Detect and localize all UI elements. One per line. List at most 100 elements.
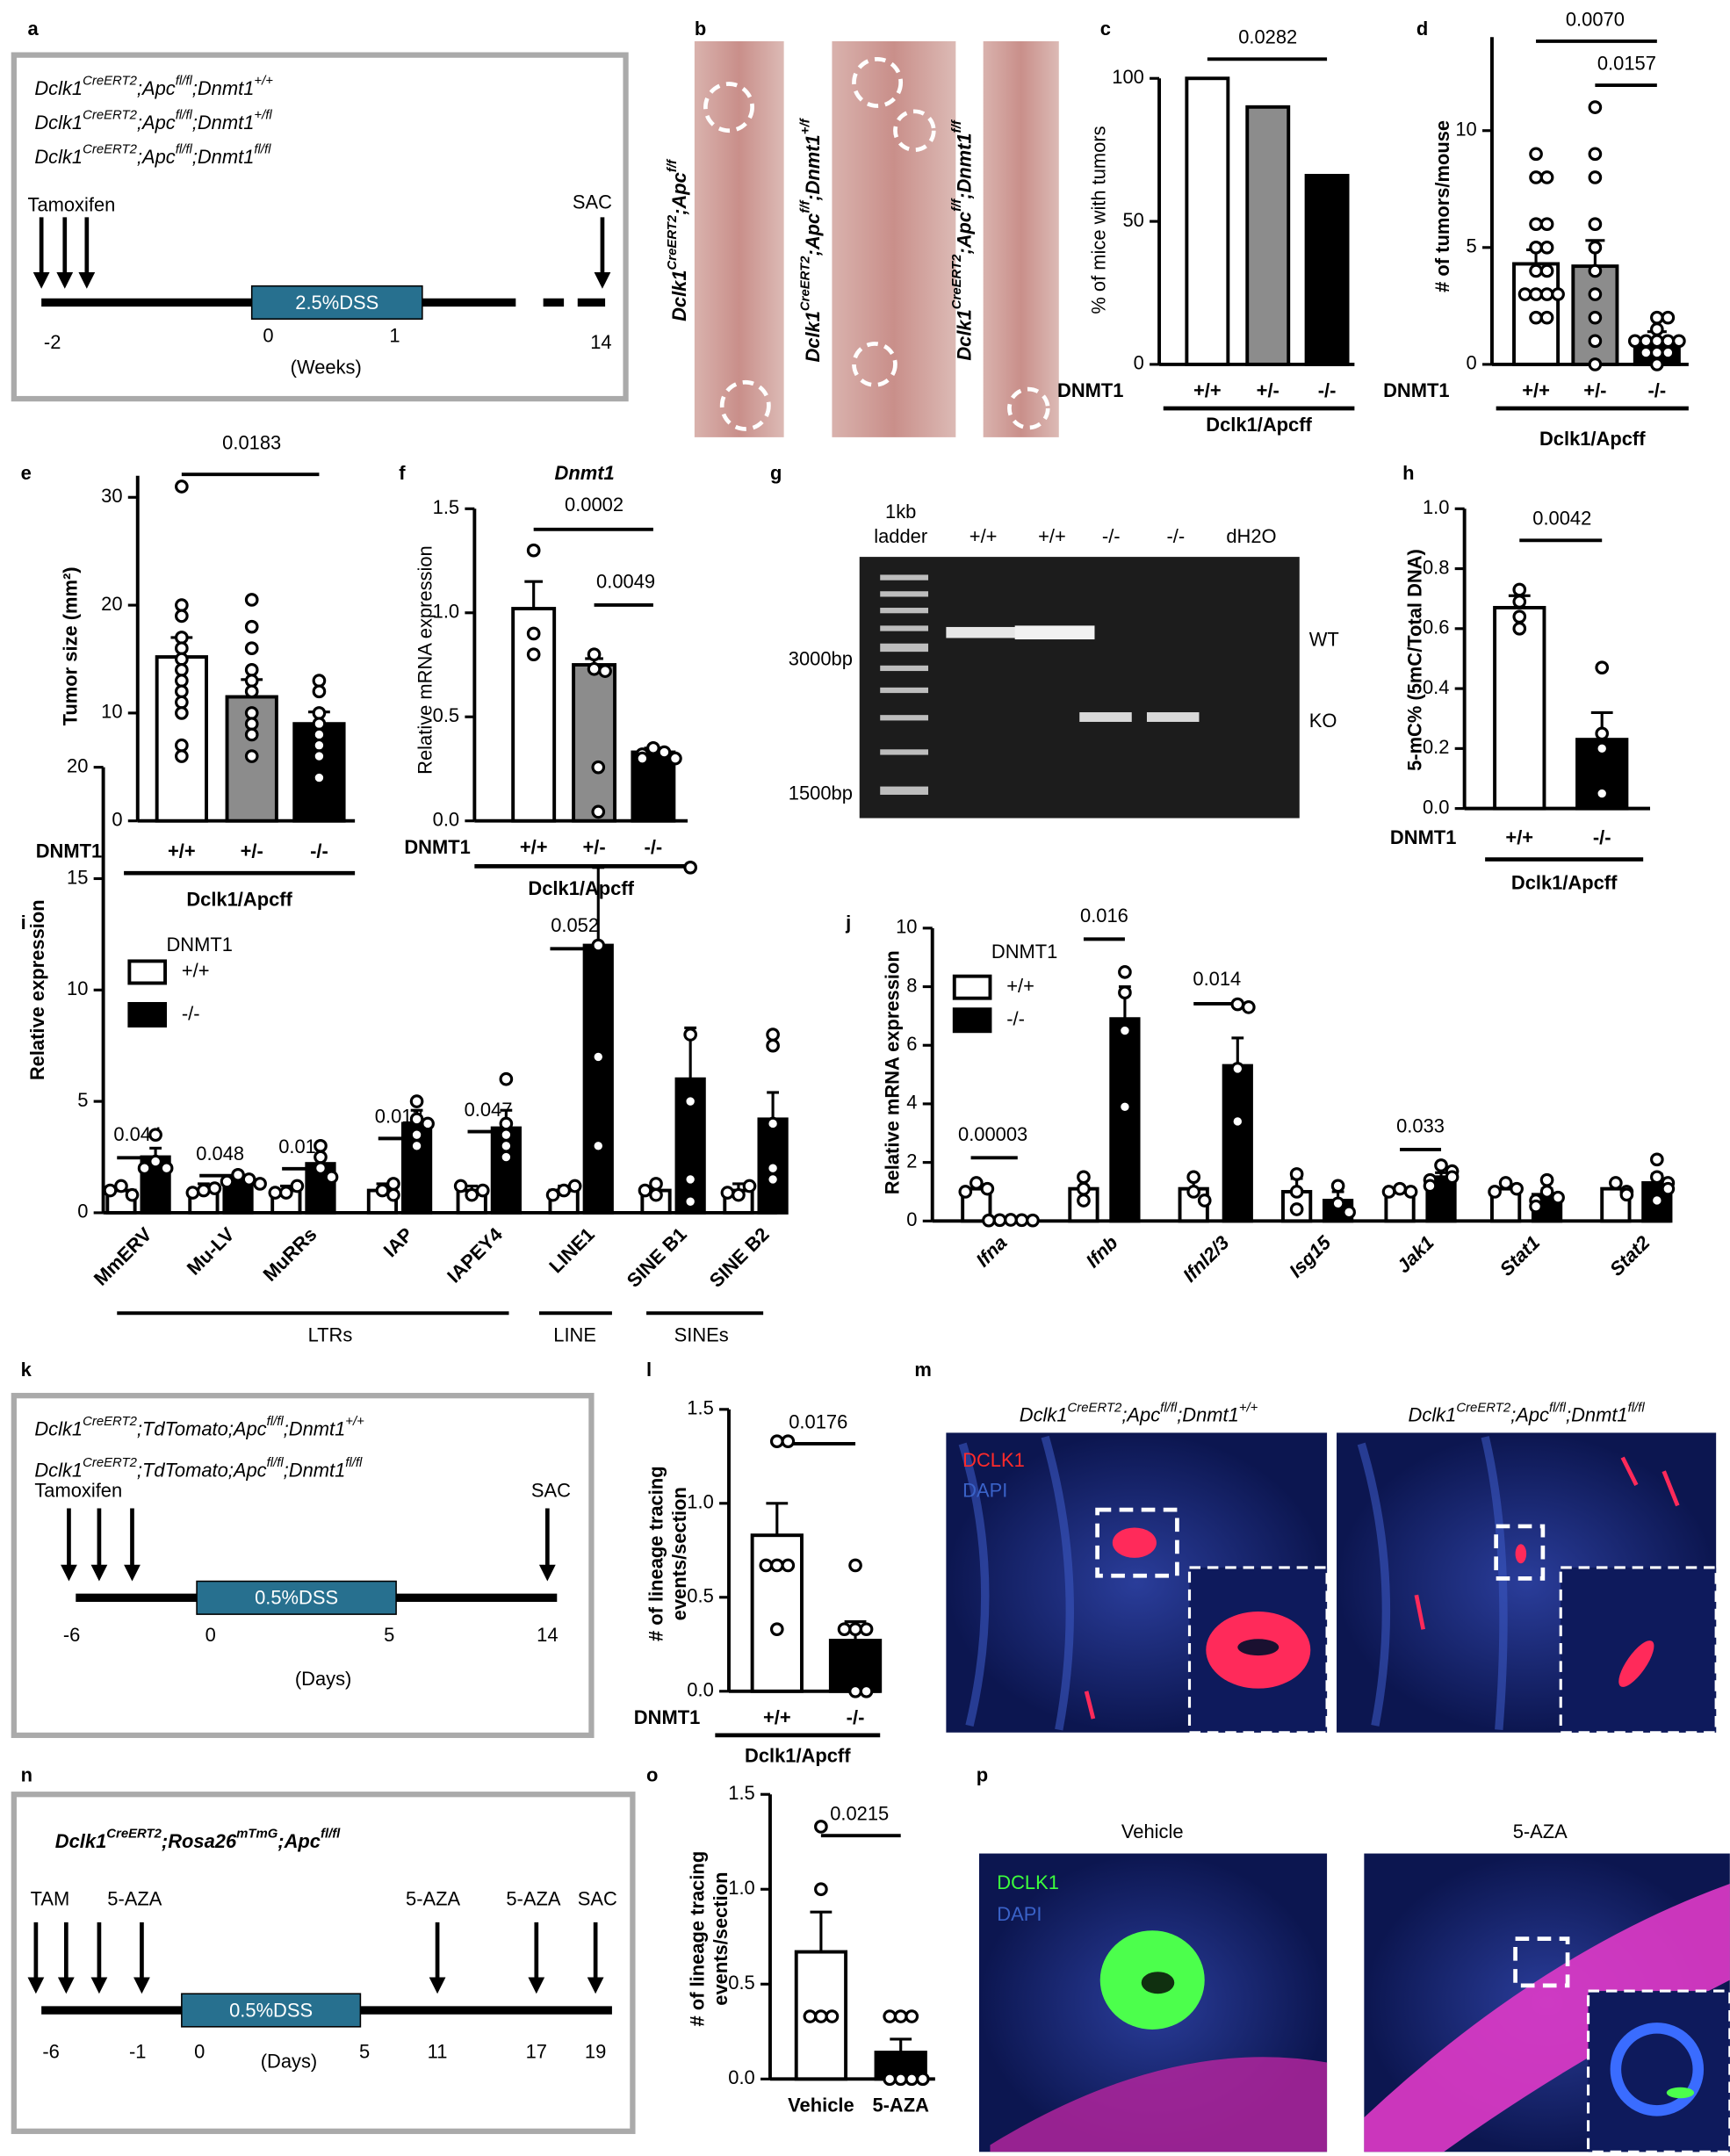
data-point [175,695,189,710]
row-label: DNMT1 [1390,826,1456,848]
data-point [175,598,189,612]
data-point [1551,1190,1565,1205]
superscript: CreERT2 [83,1415,138,1429]
data-point [175,749,189,763]
data-point [1529,1199,1543,1214]
data-point [759,1558,774,1573]
data-point [125,1187,140,1202]
data-point [1512,582,1527,597]
bar [582,943,614,1215]
data-point [859,1622,874,1637]
data-point [1510,1181,1524,1196]
data-point [314,1139,328,1153]
p-value: 0.0042 [1532,508,1591,530]
data-point [1186,1185,1201,1199]
data-point [314,1150,328,1165]
rich-text: Dclk1CreERT2;Apcf/f;Dnmt1f/f [950,119,975,360]
text-part: ;Dnmt1 [284,1459,346,1481]
text-part: ;Dnmt1 [192,112,255,133]
arrow-head [429,1977,446,1994]
text-part: Dclk1 [34,1459,83,1481]
data-point [1672,334,1686,349]
data-point [312,706,327,720]
data-point [244,593,259,607]
data-point [1595,741,1610,756]
bar [511,607,557,823]
arrow-label: 5-AZA [107,1888,162,1910]
data-point [638,1183,652,1198]
data-point [982,1213,996,1228]
superscript: fl/fl [345,1456,363,1470]
data-point [1529,147,1543,162]
superscript: CreERT2 [83,108,138,122]
tumor-circle [1007,386,1050,430]
channel-label: DAPI [962,1480,1007,1502]
schematic-box [11,1792,636,2134]
y-axis-label: Tumor size (mm²) [59,566,81,725]
data-point [720,1186,735,1200]
data-point [312,674,327,688]
data-point [185,1186,200,1200]
data-point [1230,997,1245,1012]
y-tick-label: 8 [906,974,917,996]
data-point [1241,1000,1256,1014]
data-point [1330,1196,1345,1211]
data-point [1639,345,1654,360]
data-point [1118,985,1132,1000]
text-part: Dclk1 [668,270,690,321]
data-point [1595,726,1610,741]
data-point [137,1161,152,1176]
data-point [499,1071,514,1086]
data-point [324,1170,339,1185]
treatment-box [250,285,423,321]
superscript: f/f [950,198,964,212]
data-point [1539,170,1554,184]
data-point [499,1150,514,1165]
data-point [1230,1114,1245,1128]
data-point [499,1128,514,1142]
y-tick-label: 0 [1134,352,1144,374]
data-point [1661,345,1676,360]
data-point [175,706,189,720]
data-point [526,543,541,558]
data-point [958,1185,973,1199]
y-tick-label: 2 [906,1150,917,1172]
lane-label: +/+ [970,525,998,547]
tumor-circle [852,342,897,387]
x-tick-label: +/+ [520,836,548,858]
gel-image [859,557,1300,818]
data-point [1529,217,1543,232]
y-tick-label: 20 [101,593,122,615]
data-point [649,1187,663,1202]
data-point [657,745,672,760]
data-point [386,1177,400,1191]
tumor-circle [852,56,904,108]
x-tick-label: +/- [1257,379,1279,401]
arrow-label: TAM [31,1888,70,1910]
bar [1185,76,1230,366]
timepoint: 5 [384,1624,394,1646]
p-value: 0.0176 [789,1410,847,1432]
data-point [837,1622,852,1637]
text-part: ;Apc [953,212,975,255]
data-point [312,684,327,699]
superscript: +/fl [254,108,272,122]
data-point [244,717,259,732]
x-tick-label: +/- [582,836,605,858]
data-point [766,1028,780,1042]
rich-text: Dclk1CreERT2;Apcfl/fl;Dnmt1fl/fl [34,143,271,168]
data-point [591,938,606,953]
superscript: fl/fl [1160,1401,1178,1415]
data-point [1627,334,1642,349]
data-point [244,727,259,742]
data-point [175,652,189,667]
y-tick-label: 0.4 [1423,676,1449,698]
data-point [1650,1193,1664,1208]
group-label: Dclk1/Apcff [745,1745,851,1767]
data-point [1588,170,1603,184]
data-point [683,1172,697,1186]
p-value: 0.0157 [1597,52,1656,74]
text-part: Dclk1 [55,1830,106,1852]
y-tick-label: 1.0 [433,601,459,623]
x-tick-label: +/+ [1193,379,1222,401]
